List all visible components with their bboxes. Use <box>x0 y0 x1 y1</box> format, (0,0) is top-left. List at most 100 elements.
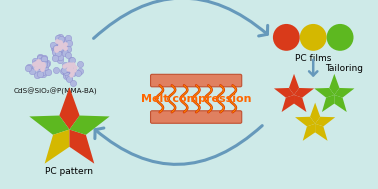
Point <box>51 47 57 50</box>
Point <box>57 42 63 45</box>
Point <box>67 62 73 65</box>
Point <box>38 62 44 65</box>
Point <box>69 58 75 61</box>
Polygon shape <box>334 95 347 112</box>
Point <box>71 65 77 68</box>
Point <box>62 43 68 46</box>
Point <box>66 64 72 67</box>
Point <box>62 46 68 50</box>
Point <box>37 62 43 65</box>
Polygon shape <box>303 124 315 141</box>
Polygon shape <box>294 88 314 98</box>
Point <box>66 68 72 71</box>
Point <box>56 45 62 48</box>
Point <box>52 47 58 50</box>
Point <box>59 45 65 48</box>
Point <box>34 63 40 66</box>
Point <box>67 67 73 70</box>
Point <box>66 64 72 67</box>
Point <box>66 64 72 67</box>
Point <box>55 37 61 40</box>
Point <box>58 38 64 41</box>
Point <box>68 59 74 62</box>
Point <box>64 39 70 42</box>
Polygon shape <box>70 115 110 135</box>
Point <box>56 42 62 45</box>
Point <box>52 50 58 53</box>
Point <box>40 71 46 74</box>
Point <box>69 71 75 74</box>
Polygon shape <box>334 88 355 98</box>
Point <box>38 60 44 63</box>
Point <box>53 47 59 50</box>
Point <box>64 71 70 74</box>
Point <box>37 55 43 58</box>
Point <box>37 72 43 75</box>
Point <box>64 72 70 75</box>
Point <box>39 66 45 69</box>
Point <box>65 47 71 50</box>
Point <box>70 82 76 85</box>
Point <box>60 70 67 73</box>
Point <box>56 47 62 50</box>
Point <box>56 46 62 49</box>
Point <box>39 62 45 65</box>
Polygon shape <box>282 95 294 112</box>
Point <box>38 64 44 67</box>
Polygon shape <box>314 88 334 98</box>
Point <box>33 64 39 67</box>
Point <box>53 52 59 55</box>
Point <box>57 45 63 48</box>
Point <box>56 47 62 50</box>
Point <box>34 73 40 76</box>
Polygon shape <box>310 103 320 124</box>
Point <box>54 51 60 54</box>
Point <box>35 64 41 67</box>
Polygon shape <box>59 87 80 129</box>
Polygon shape <box>315 117 335 126</box>
Point <box>41 65 47 68</box>
Point <box>68 74 74 77</box>
Point <box>50 43 56 46</box>
Point <box>61 49 67 52</box>
Text: PC films: PC films <box>295 54 332 63</box>
Point <box>40 60 46 63</box>
Point <box>36 64 42 67</box>
Point <box>61 46 67 49</box>
Point <box>33 61 39 64</box>
Point <box>36 65 42 68</box>
Point <box>62 63 68 66</box>
Point <box>56 47 62 50</box>
Point <box>41 57 47 60</box>
Point <box>66 78 72 81</box>
Point <box>67 67 73 70</box>
FancyBboxPatch shape <box>150 74 242 87</box>
Point <box>71 69 77 72</box>
Point <box>56 36 62 40</box>
Point <box>77 62 83 65</box>
Point <box>60 70 66 73</box>
Point <box>40 65 46 68</box>
Point <box>31 63 37 66</box>
Point <box>57 45 63 48</box>
Text: Melt compression: Melt compression <box>141 94 251 104</box>
Point <box>65 67 71 70</box>
Point <box>43 62 49 65</box>
Point <box>40 62 46 65</box>
Point <box>44 62 50 65</box>
Point <box>63 69 69 72</box>
Point <box>57 46 63 49</box>
Point <box>41 57 47 60</box>
Point <box>39 60 45 63</box>
Point <box>33 62 39 65</box>
Point <box>41 59 47 62</box>
Point <box>57 41 63 44</box>
Point <box>58 42 64 45</box>
Point <box>60 44 66 47</box>
Point <box>34 64 40 67</box>
Circle shape <box>273 24 300 51</box>
Point <box>60 48 66 51</box>
Point <box>41 66 47 69</box>
Polygon shape <box>322 95 334 112</box>
Point <box>77 69 83 72</box>
